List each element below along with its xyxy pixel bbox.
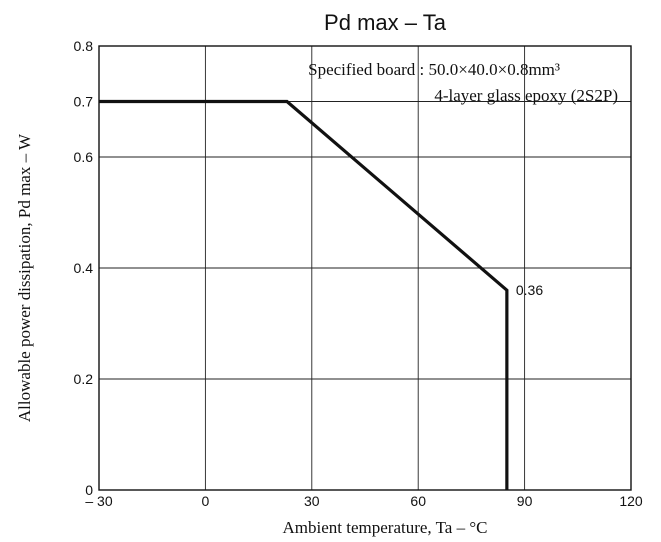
x-tick-label: 30 — [304, 493, 320, 509]
annotation-specified-board: Specified board : 50.0×40.0×0.8mm³ — [308, 60, 560, 79]
plot-frame — [98, 45, 632, 491]
y-tick-label: 0.4 — [74, 260, 94, 276]
annotation-group: Specified board : 50.0×40.0×0.8mm³ 4-lay… — [308, 60, 618, 105]
chart-title: Pd max – Ta — [324, 10, 447, 35]
y-tick-label: 0.6 — [74, 149, 94, 165]
x-tick-label: 120 — [619, 493, 643, 509]
x-tick-label: 0 — [202, 493, 210, 509]
y-tick-label: 0.8 — [74, 38, 94, 54]
y-tick-label: 0.7 — [74, 94, 94, 110]
pd-max-curve — [99, 99, 509, 490]
series-layer — [99, 99, 509, 490]
y-tick-label: 0.2 — [74, 371, 94, 387]
x-tick-label: 60 — [410, 493, 426, 509]
annotation-glass-epoxy: 4-layer glass epoxy (2S2P) — [434, 86, 618, 105]
y-axis-label: Allowable power dissipation, Pd max – W — [15, 133, 34, 422]
data-label: 0.36 — [516, 282, 543, 298]
y-tick-label: 0 — [85, 482, 93, 498]
data-labels: 0.36 — [516, 282, 543, 298]
x-tick-label: – 30 — [85, 493, 112, 509]
x-tick-label: 90 — [517, 493, 533, 509]
grid-lines — [99, 46, 631, 490]
x-axis-label: Ambient temperature, Ta – °C — [283, 518, 488, 537]
